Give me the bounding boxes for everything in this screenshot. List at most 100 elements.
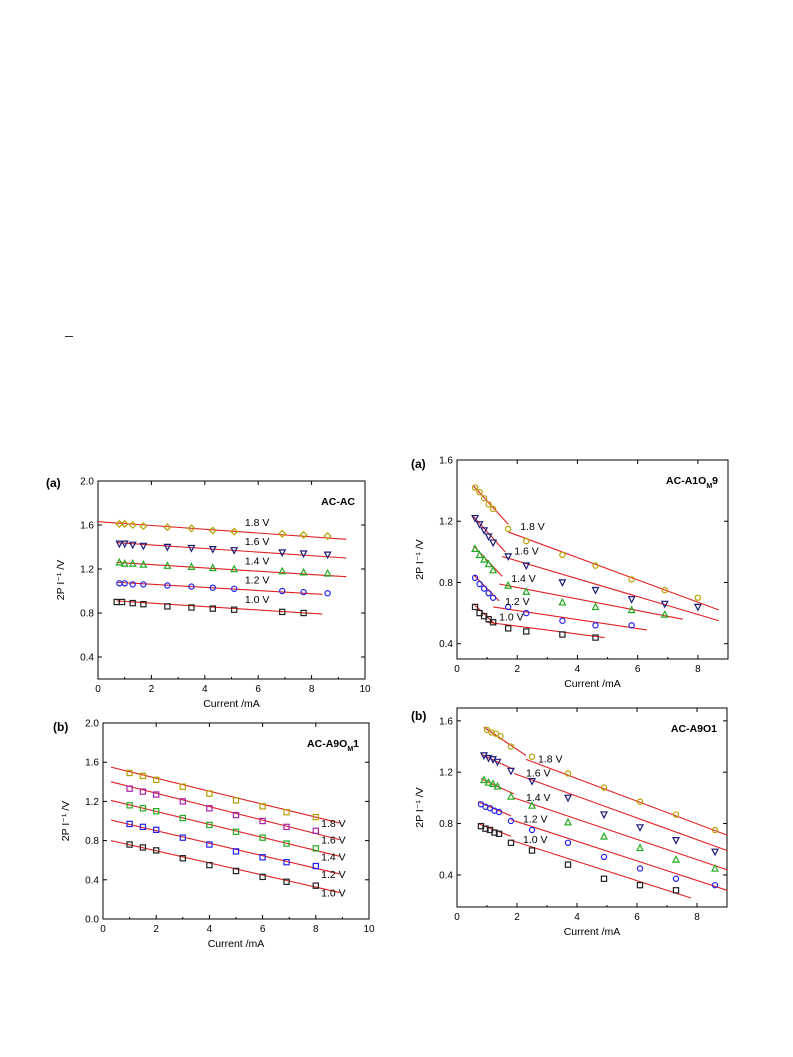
data-point <box>283 823 290 831</box>
chart-title-main: AC-A9O1 <box>671 723 717 735</box>
data-point <box>564 794 572 803</box>
data-point <box>126 769 133 777</box>
data-point <box>600 853 608 861</box>
data-point <box>672 837 680 845</box>
data-point <box>187 562 196 571</box>
data-point <box>283 878 290 885</box>
data-point <box>528 753 536 760</box>
data-point <box>128 520 137 530</box>
data-point <box>592 634 599 641</box>
y-tick-label: 1.2 <box>439 768 453 779</box>
y-tick-label: 0.4 <box>85 875 99 886</box>
data-point <box>493 781 502 790</box>
series-1-8-V <box>110 766 340 824</box>
data-point <box>208 526 217 535</box>
data-point <box>636 865 644 872</box>
x-tick-label: 0 <box>454 912 460 923</box>
series-label: 1.4 V <box>526 792 551 804</box>
data-point <box>523 609 530 617</box>
data-point <box>140 600 147 608</box>
data-point <box>471 603 479 611</box>
data-point <box>153 807 160 815</box>
series-1-0-V <box>477 822 692 899</box>
data-point <box>179 814 186 822</box>
data-point <box>564 861 572 868</box>
data-point <box>206 790 213 797</box>
data-point <box>278 566 287 575</box>
data-point <box>495 808 503 816</box>
data-point <box>179 783 186 790</box>
data-point <box>283 858 290 866</box>
y-tick-label: 2.0 <box>85 719 99 730</box>
data-point <box>120 540 129 549</box>
data-point <box>489 565 498 574</box>
data-point <box>116 580 123 587</box>
data-point <box>522 587 531 595</box>
data-point <box>523 537 530 545</box>
data-point <box>564 839 572 847</box>
data-point <box>164 582 171 589</box>
data-point <box>564 817 572 826</box>
series-label: 1.0 V <box>321 888 346 900</box>
chart-title-main: AC-AC <box>321 496 355 508</box>
series-label: 1.6 V <box>514 545 539 557</box>
chart-title: AC-AC <box>321 496 355 508</box>
data-point <box>693 603 702 612</box>
data-point <box>312 827 320 835</box>
x-tick-label: 4 <box>575 664 581 675</box>
data-point <box>121 580 128 587</box>
y-tick-label: 2.0 <box>80 477 94 488</box>
series-1-8-V <box>97 519 347 541</box>
data-point <box>528 801 536 809</box>
data-point <box>558 597 567 606</box>
data-point <box>528 777 536 786</box>
data-point <box>230 527 239 536</box>
data-point <box>559 551 566 559</box>
y-axis-label: 2P I⁻¹ /V <box>55 560 67 600</box>
data-point <box>497 733 504 740</box>
data-point <box>163 523 172 532</box>
data-point <box>120 519 129 528</box>
data-point <box>113 598 120 606</box>
data-point <box>480 775 488 784</box>
fit-line <box>483 726 527 756</box>
data-point <box>300 588 307 596</box>
y-tick-label: 0.4 <box>439 639 453 650</box>
data-point <box>484 754 493 763</box>
data-point <box>484 559 493 568</box>
chart-title-main: AC-A9O <box>307 738 347 750</box>
series-1-8-V <box>471 484 720 611</box>
y-tick-label: 0.4 <box>439 870 453 881</box>
data-point <box>559 631 566 638</box>
fit-line <box>110 819 340 875</box>
chart-title: AC-A9O1 <box>671 723 717 735</box>
plot-frame <box>97 480 366 680</box>
data-point <box>208 563 217 572</box>
data-point <box>476 580 483 588</box>
x-tick-label: 0 <box>454 664 460 675</box>
data-point <box>206 805 213 812</box>
series-1-6-V <box>110 781 340 841</box>
data-point <box>489 505 497 513</box>
y-tick-label: 1.6 <box>439 716 453 727</box>
data-point <box>489 594 497 601</box>
data-point <box>504 525 512 533</box>
data-point <box>126 841 133 848</box>
x-tick-label: 6 <box>635 664 641 675</box>
series-label: 1.8 V <box>245 517 270 529</box>
data-point <box>564 770 572 777</box>
data-point <box>279 587 286 595</box>
series-label: 1.8 V <box>321 818 346 830</box>
data-point <box>209 605 217 612</box>
data-point <box>489 539 498 548</box>
fit-line <box>116 600 323 615</box>
x-tick-label: 6 <box>634 912 640 923</box>
series-1-4-V <box>480 775 728 872</box>
data-point <box>283 840 290 847</box>
y-tick-label: 0.4 <box>80 653 94 664</box>
data-point <box>660 610 669 618</box>
fit-line <box>487 621 605 639</box>
data-point <box>153 847 160 854</box>
data-point <box>471 544 480 552</box>
data-point <box>485 589 492 597</box>
